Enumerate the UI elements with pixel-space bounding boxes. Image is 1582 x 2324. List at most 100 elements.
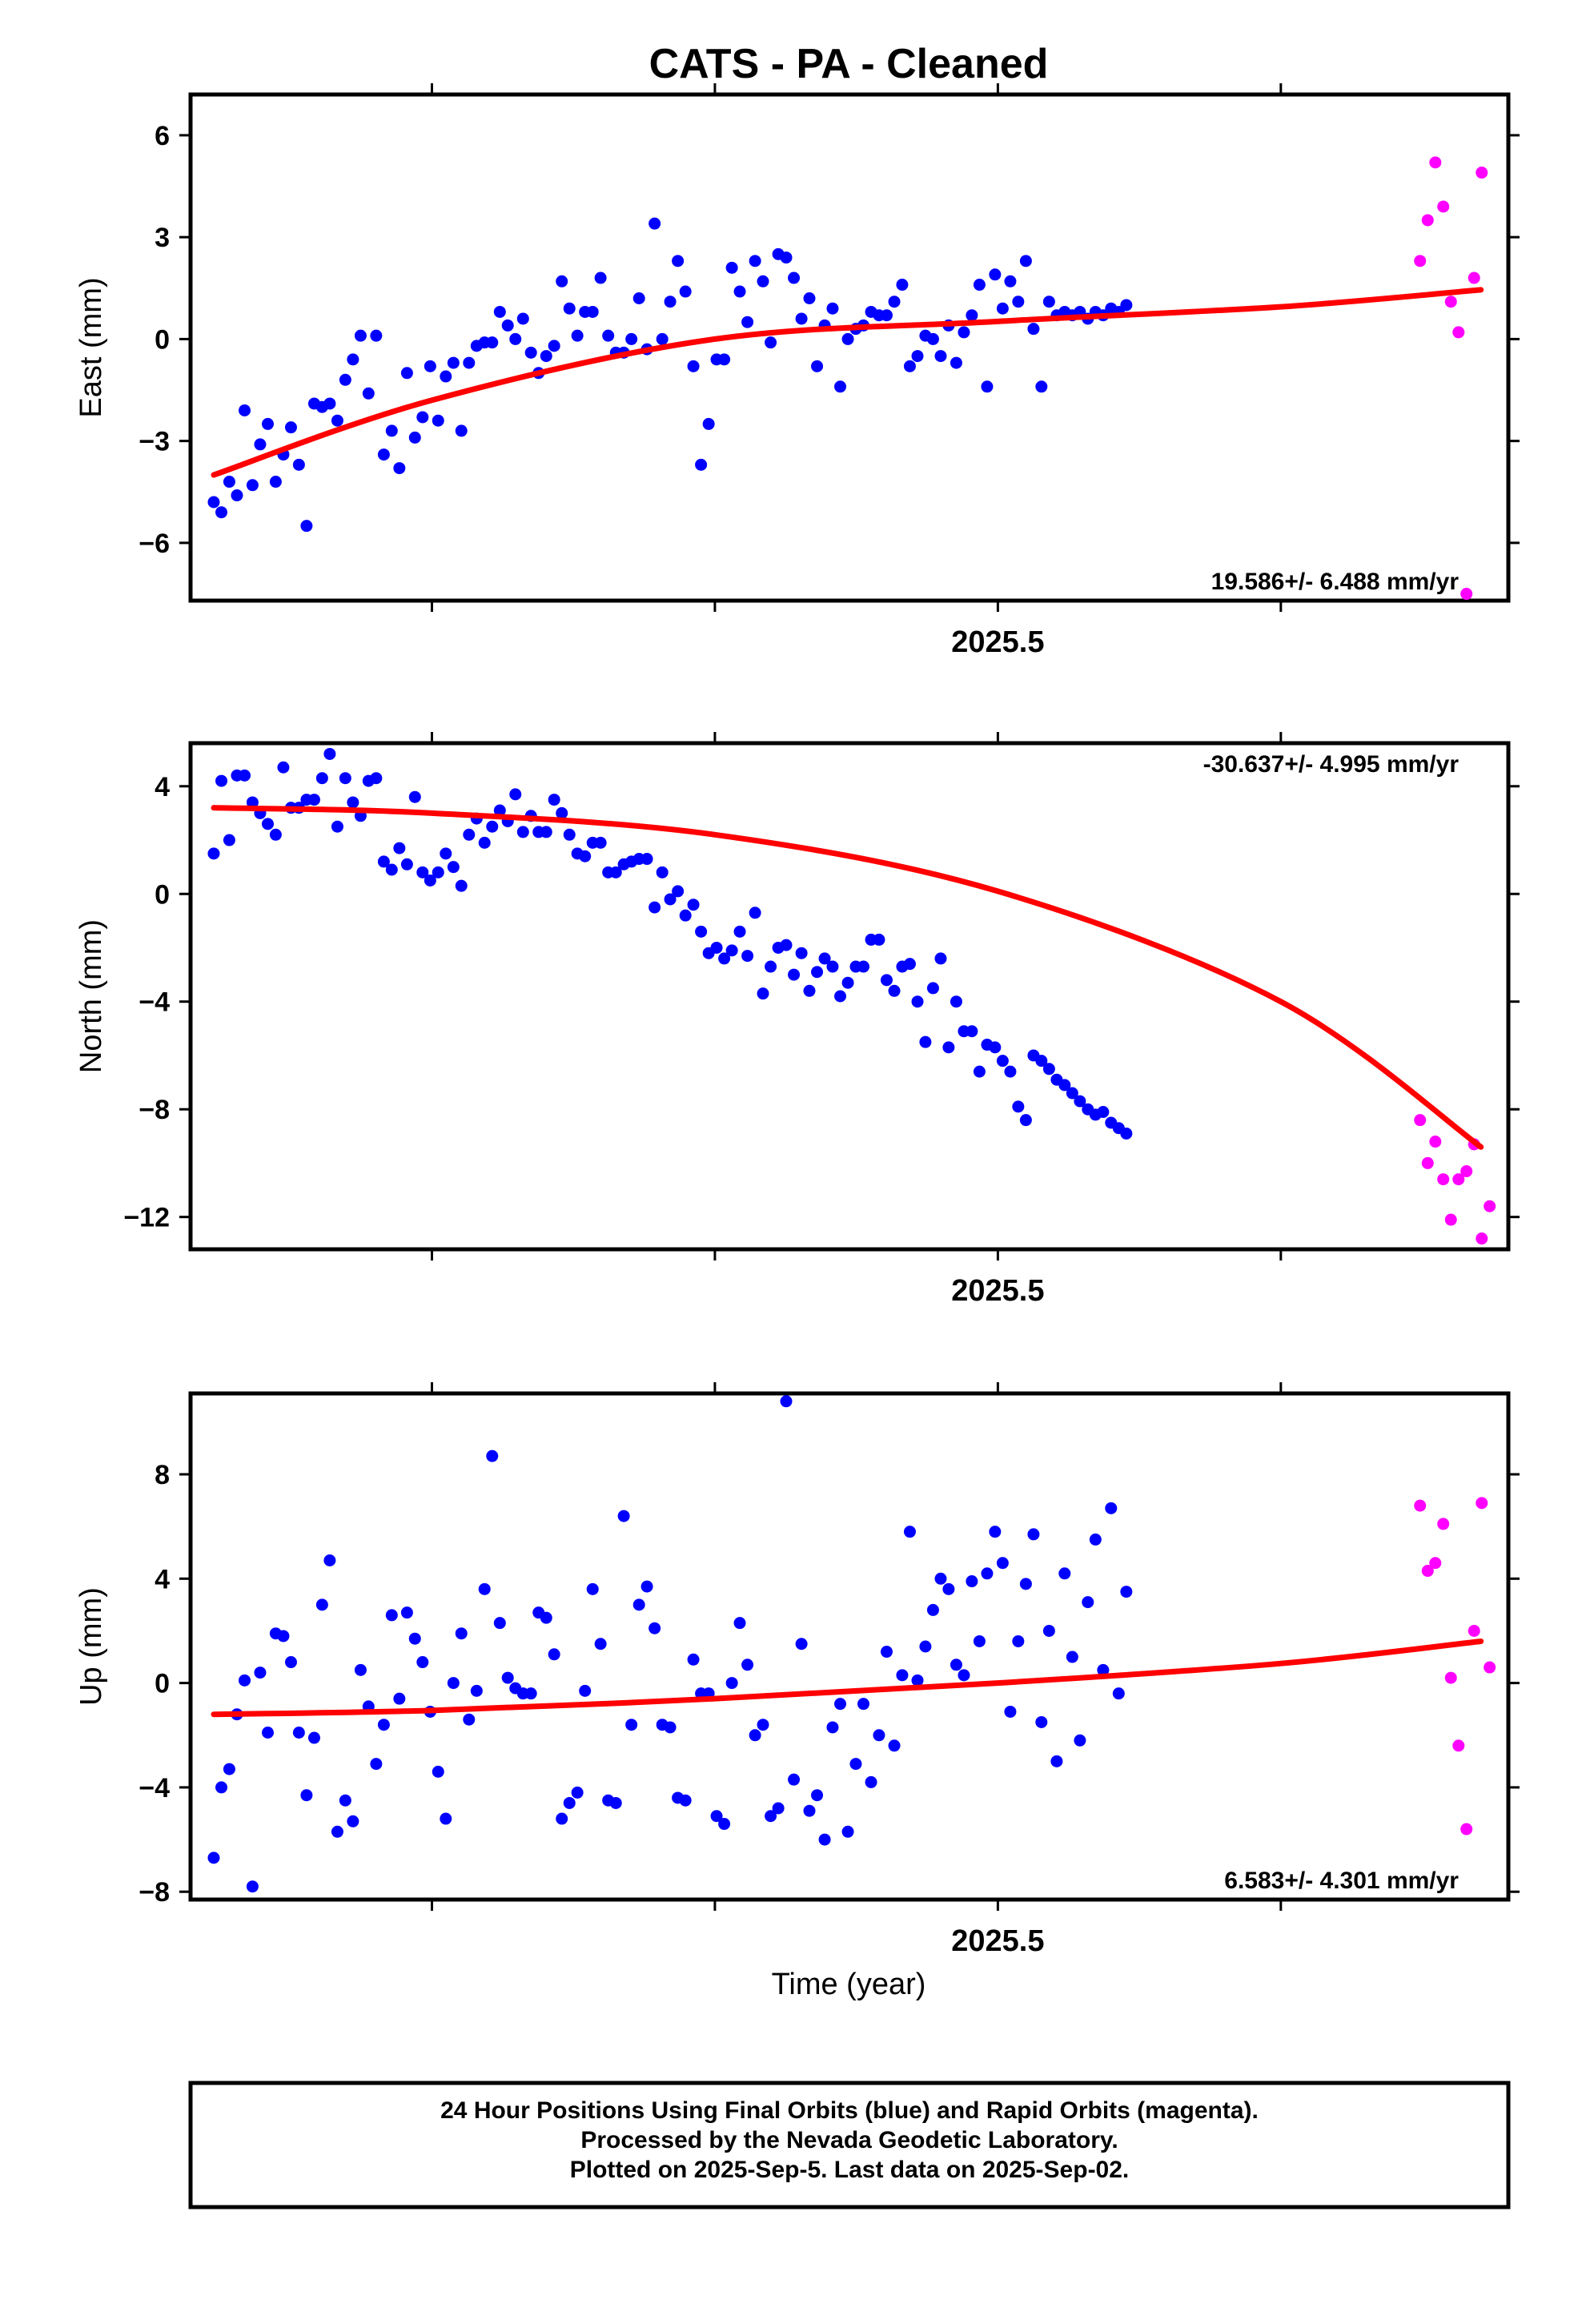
- north-final-point: [463, 828, 476, 841]
- footer-line-1: 24 Hour Positions Using Final Orbits (bl…: [440, 2097, 1259, 2124]
- north-final-point: [1019, 1114, 1032, 1127]
- north-final-point: [509, 788, 522, 801]
- north-final-point: [718, 952, 731, 965]
- up-final-point: [757, 1719, 769, 1731]
- up-final-point: [1012, 1634, 1025, 1647]
- east-final-point: [486, 336, 499, 349]
- up-final-point: [1058, 1567, 1071, 1580]
- north-final-point: [857, 960, 869, 973]
- east-final-point: [424, 360, 436, 372]
- north-final-point: [447, 861, 460, 874]
- east-rapid-point: [1476, 167, 1488, 179]
- east-final-point: [540, 350, 552, 363]
- x-axis-label: Time (year): [772, 1968, 926, 2001]
- east-final-point: [1035, 380, 1048, 393]
- east-final-point: [903, 360, 916, 372]
- east-final-point: [911, 350, 924, 363]
- east-final-point: [300, 520, 313, 533]
- up-final-point: [725, 1677, 738, 1690]
- north-final-point: [269, 828, 282, 841]
- up-y-tick-label: −8: [139, 1877, 170, 1908]
- east-data-layer: [207, 156, 1488, 601]
- east-final-point: [516, 312, 529, 325]
- up-plot-frame: [188, 1391, 1511, 1902]
- east-final-point: [687, 360, 700, 372]
- north-final-point: [563, 828, 576, 841]
- east-final-point: [1042, 296, 1055, 308]
- east-final-point: [695, 458, 708, 471]
- north-final-point: [966, 1025, 978, 1038]
- up-final-point: [966, 1575, 978, 1588]
- east-rapid-point: [1437, 200, 1450, 213]
- up-final-point: [463, 1713, 476, 1726]
- east-final-point: [393, 462, 406, 475]
- up-final-point: [849, 1758, 862, 1771]
- up-rapid-point: [1444, 1671, 1457, 1684]
- north-final-point: [339, 772, 351, 785]
- east-final-point: [548, 340, 560, 352]
- east-final-point: [757, 275, 769, 287]
- north-final-point: [841, 976, 854, 989]
- up-final-point: [563, 1796, 576, 1809]
- up-final-point: [400, 1606, 413, 1619]
- north-final-point: [880, 974, 893, 987]
- up-final-point: [416, 1656, 429, 1669]
- north-final-point: [795, 947, 808, 959]
- east-y-axis-label: East (mm): [74, 277, 108, 417]
- up-final-point: [718, 1818, 731, 1831]
- up-final-point: [919, 1640, 932, 1653]
- footer-line-2: Processed by the Nevada Geodetic Laborat…: [580, 2127, 1118, 2153]
- north-final-point: [919, 1035, 932, 1048]
- north-final-point: [493, 804, 506, 817]
- east-final-point: [725, 261, 738, 274]
- up-final-point: [370, 1758, 383, 1771]
- east-final-point: [664, 296, 677, 308]
- east-final-point: [632, 292, 645, 304]
- east-final-point: [556, 275, 568, 287]
- north-final-point: [440, 847, 452, 860]
- east-final-point: [347, 353, 359, 366]
- north-final-point: [695, 925, 708, 938]
- east-final-point: [447, 356, 460, 369]
- north-final-point: [424, 874, 436, 887]
- north-final-point: [1120, 1127, 1133, 1140]
- east-final-point: [215, 506, 228, 519]
- east-final-point: [896, 279, 909, 292]
- up-rapid-point: [1437, 1518, 1450, 1530]
- east-final-point: [934, 350, 947, 363]
- north-final-point: [556, 806, 568, 819]
- up-final-point: [432, 1765, 444, 1778]
- east-final-point: [284, 421, 297, 434]
- north-x-tick-label: 2025.5: [951, 1274, 1044, 1308]
- up-final-point: [1089, 1533, 1102, 1546]
- north-final-point: [834, 990, 847, 1003]
- up-fit-line: [211, 1638, 1484, 1718]
- up-y-axis-label: Up (mm): [74, 1587, 108, 1706]
- up-final-point: [385, 1609, 398, 1622]
- north-final-point: [1035, 1055, 1048, 1068]
- east-final-point: [888, 296, 901, 308]
- north-rate-label: -30.637+/- 4.995 mm/yr: [1203, 751, 1460, 778]
- up-final-point: [865, 1775, 877, 1788]
- up-final-point: [254, 1667, 267, 1679]
- north-final-point: [323, 747, 336, 760]
- up-final-point: [733, 1617, 746, 1630]
- north-final-point: [803, 984, 816, 997]
- east-final-point: [493, 305, 506, 318]
- up-final-point: [292, 1727, 305, 1739]
- east-final-point: [958, 326, 970, 339]
- up-final-point: [1120, 1586, 1133, 1598]
- up-x-tick-label: 2025.5: [951, 1924, 1044, 1958]
- east-final-point: [261, 417, 274, 430]
- up-rapid-point: [1429, 1557, 1442, 1570]
- up-final-point: [470, 1684, 483, 1697]
- north-final-point: [826, 960, 839, 973]
- up-final-point: [455, 1627, 468, 1640]
- east-final-point: [780, 251, 793, 264]
- north-final-point: [416, 866, 429, 879]
- north-final-point: [1097, 1106, 1110, 1119]
- north-final-point: [757, 987, 769, 1000]
- up-final-point: [1042, 1624, 1055, 1637]
- north-y-tick-label: 4: [155, 772, 170, 802]
- up-final-point: [1097, 1663, 1110, 1676]
